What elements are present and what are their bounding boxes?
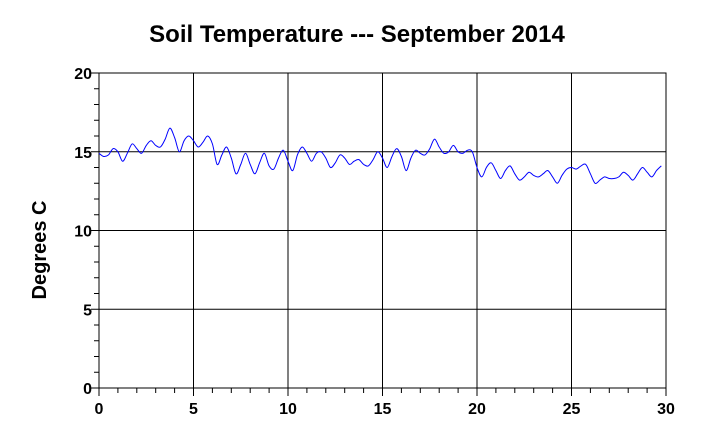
y-tick-labels: 0 5 10 15 20 — [74, 66, 92, 398]
y-tick-label: 15 — [74, 145, 92, 162]
series-layer — [98, 127, 662, 184]
x-tick-label: 5 — [189, 401, 198, 418]
x-tick-label: 30 — [657, 401, 675, 418]
x-tick-label: 25 — [563, 401, 581, 418]
soil-temperature-series-line — [98, 127, 662, 184]
x-tick-label: 15 — [374, 401, 392, 418]
y-tick-label: 5 — [83, 302, 92, 319]
y-axis-label: Degrees C — [29, 201, 51, 300]
chart-title: Soil Temperature --- September 2014 — [149, 21, 565, 48]
grid-lines — [99, 73, 666, 388]
y-tick-label: 20 — [74, 66, 92, 83]
y-tick-label: 0 — [83, 381, 92, 398]
x-tick-labels: 0 5 10 15 20 25 30 — [95, 401, 675, 418]
x-tick-label: 10 — [279, 401, 297, 418]
x-tick-label: 20 — [468, 401, 486, 418]
y-tick-label: 10 — [74, 224, 92, 241]
x-tick-label: 0 — [95, 401, 104, 418]
axis-ticks — [91, 72, 667, 396]
